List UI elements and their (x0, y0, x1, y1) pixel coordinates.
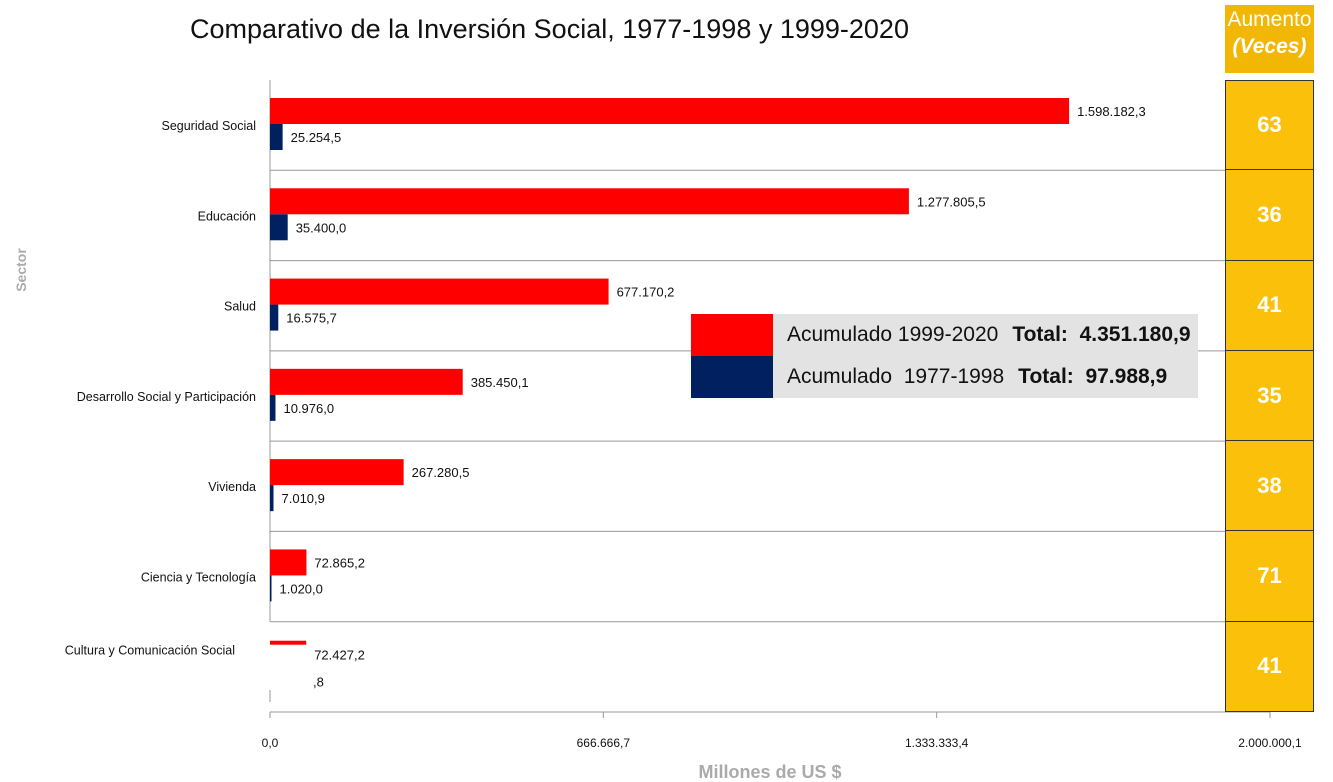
data-label-1999-2020: 267.280,5 (412, 465, 470, 480)
data-label-1999-2020: 1.277.805,5 (917, 194, 986, 209)
legend-swatch-red (691, 314, 773, 356)
data-label-1977-1998: 7.010,9 (282, 491, 325, 506)
bar-1977-1998 (270, 214, 288, 241)
aumento-value: 63 (1225, 80, 1314, 171)
bar-1977-1998 (270, 394, 276, 421)
category-label: Seguridad Social (161, 119, 256, 133)
aumento-value: 71 (1225, 531, 1314, 622)
data-label-1977-1998: ,8 (313, 675, 324, 690)
category-label: Cultura y Comunicación Social (65, 644, 235, 658)
data-label-1977-1998: 1.020,0 (280, 581, 323, 596)
x-tick-label: 2.000.000,1 (1238, 736, 1302, 750)
chart-title: Comparativo de la Inversión Social, 1977… (190, 14, 909, 44)
aumento-value: 36 (1225, 170, 1314, 261)
category-label: Ciencia y Tecnología (141, 570, 256, 584)
aumento-value: 38 (1225, 441, 1314, 532)
aumento-header: Aumento (Veces) (1225, 5, 1314, 73)
data-label-1977-1998: 35.400,0 (296, 220, 347, 235)
data-label-1999-2020: 72.427,2 (314, 648, 365, 663)
data-label-1977-1998: 25.254,5 (291, 130, 342, 145)
bar-1999-2020 (270, 368, 463, 395)
data-label-1999-2020: 1.598.182,3 (1077, 104, 1146, 119)
x-tick-label: 1.333.333,4 (905, 736, 969, 750)
legend-label: Acumulado 1977-1998 (787, 365, 1005, 388)
legend-entry-1977-1998: Acumulado 1977-1998 Total: 97.988,9 (691, 356, 1198, 398)
bar-1977-1998 (270, 485, 274, 512)
bar-1999-2020 (270, 549, 307, 576)
aumento-column: 63 36 41 35 38 71 41 (1225, 80, 1314, 713)
bar-1977-1998 (270, 304, 279, 331)
bar-1999-2020 (270, 640, 307, 645)
legend-entry-1999-2020: Acumulado 1999-2020 Total: 4.351.180,9 (691, 314, 1198, 356)
category-label: Desarrollo Social y Participación (77, 390, 256, 404)
legend-total-value: 4.351.180,9 (1079, 323, 1191, 346)
data-label-1999-2020: 385.450,1 (471, 375, 529, 390)
legend-total-label: Total: (1018, 365, 1074, 388)
legend: Acumulado 1999-2020 Total: 4.351.180,9 A… (691, 314, 1198, 398)
bar-1977-1998 (270, 575, 272, 602)
legend-total-value: 97.988,9 (1085, 365, 1168, 388)
category-label: Educación (198, 209, 256, 223)
data-label-1999-2020: 72.865,2 (314, 555, 365, 570)
aumento-value: 41 (1225, 260, 1314, 351)
x-tick-label: 666.666,7 (577, 736, 631, 750)
aumento-value: 35 (1225, 350, 1314, 442)
aumento-value: 41 (1225, 621, 1314, 713)
bar-1999-2020 (270, 278, 609, 305)
category-label: Vivienda (208, 480, 256, 494)
legend-swatch-navy (691, 356, 773, 398)
y-axis-label: Sector (13, 248, 29, 292)
x-axis-label: Millones de US $ (698, 762, 842, 782)
bar-1999-2020 (270, 188, 909, 215)
bar-1977-1998 (270, 124, 283, 150)
aumento-title: Aumento (1227, 8, 1312, 31)
data-label-1999-2020: 677.170,2 (617, 285, 675, 300)
x-tick-label: 0,0 (262, 736, 279, 750)
legend-label: Acumulado 1999-2020 (787, 323, 999, 346)
data-label-1977-1998: 16.575,7 (286, 311, 337, 326)
data-label-1977-1998: 10.976,0 (283, 401, 334, 416)
category-label: Salud (224, 300, 256, 314)
legend-total-label: Total: (1012, 323, 1068, 346)
bar-1999-2020 (270, 98, 1070, 124)
aumento-subtitle: (Veces) (1232, 35, 1307, 58)
bar-1999-2020 (270, 459, 404, 486)
